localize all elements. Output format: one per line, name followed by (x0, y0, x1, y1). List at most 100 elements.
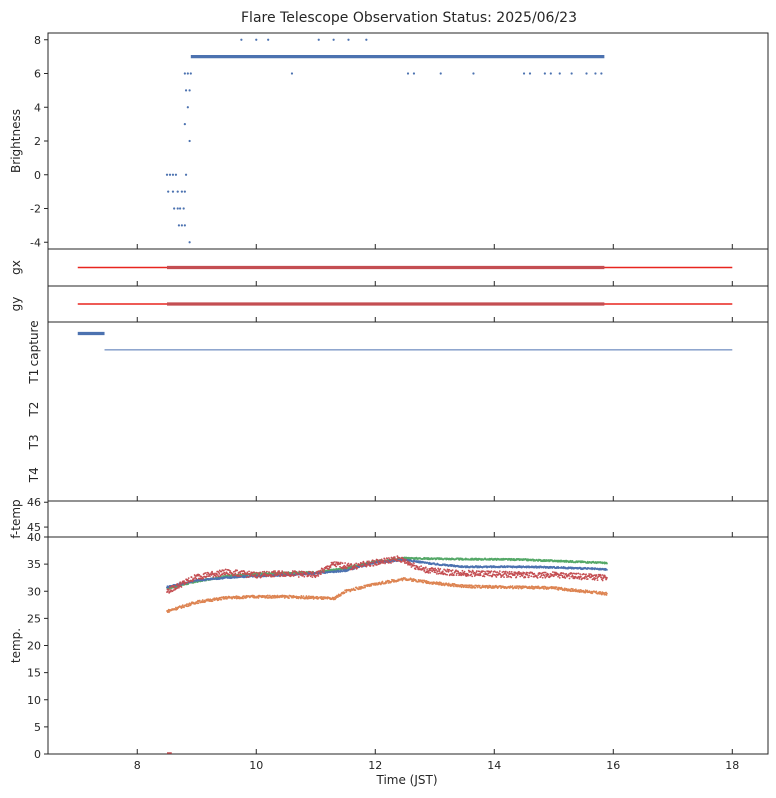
point-temp-red (558, 576, 561, 579)
point-brightness-scatter (365, 38, 368, 41)
point-temp-red (253, 571, 256, 574)
point-temp-red (455, 574, 458, 577)
point-temp-red (190, 576, 193, 579)
point-temp-red (258, 574, 261, 577)
point-temp-red (261, 571, 264, 573)
point-temp-red (216, 574, 219, 576)
point-temp-red (561, 574, 564, 577)
point-temp-red (278, 570, 281, 573)
point-temp-red (414, 568, 417, 571)
point-temp-red (603, 574, 606, 577)
point-temp-red (270, 574, 273, 577)
point-brightness-scatter (176, 190, 179, 193)
point-temp-orange (422, 581, 425, 584)
point-brightness-scatter (439, 72, 442, 75)
point-temp-red (316, 572, 319, 574)
point-temp-red (231, 572, 234, 575)
point-temp-red (526, 574, 529, 576)
point-temp-orange (474, 586, 477, 589)
point-temp-red (494, 574, 497, 577)
point-temp-orange (574, 588, 577, 591)
point-temp-orange (517, 587, 520, 590)
point-brightness-scatter (174, 173, 178, 176)
point-temp-red (462, 574, 465, 576)
category-label-T2: T2 (27, 402, 41, 418)
point-temp-red (585, 573, 587, 576)
point-temp-red (564, 577, 567, 579)
point-temp-orange (339, 594, 342, 597)
point-temp-red (319, 569, 322, 572)
point-temp-red (487, 572, 490, 575)
point-temp-red (474, 572, 477, 575)
point-temp-orange (197, 602, 200, 605)
point-temp-red (445, 570, 448, 573)
point-temp-red (434, 571, 437, 574)
point-temp-red (479, 574, 482, 577)
point-temp-orange (404, 577, 406, 579)
point-temp-red (523, 571, 526, 574)
point-temp-red (383, 558, 386, 560)
point-temp-red (437, 567, 440, 570)
point-brightness-scatter (412, 72, 416, 75)
point-brightness-scatter (171, 173, 175, 176)
point-temp-red (448, 568, 451, 571)
point-temp-red (303, 575, 306, 578)
point-temp-red (470, 573, 473, 576)
y-axis-label-brightness: Brightness (9, 109, 23, 173)
point-temp-red (264, 572, 267, 575)
point-temp-red (486, 574, 489, 576)
point-temp-red (315, 574, 318, 577)
point-temp-red (255, 571, 258, 574)
point-temp-red (195, 577, 198, 580)
point-brightness-scatter (186, 72, 189, 75)
point-temp-red (434, 567, 437, 570)
point-temp-red (167, 589, 170, 591)
point-temp-red (409, 562, 412, 564)
point-temp-red (212, 575, 215, 578)
point-temp-red (472, 570, 474, 573)
point-temp-red (443, 568, 446, 571)
point-temp-red (579, 573, 582, 575)
y-tick-label: 8 (34, 34, 41, 47)
point-temp-red (470, 571, 473, 574)
point-temp-orange (521, 587, 524, 590)
point-temp-red (438, 570, 441, 572)
point-temp-orange (316, 595, 319, 598)
point-temp-red (557, 575, 559, 578)
series-temp-blue (166, 558, 608, 589)
point-temp-orange (586, 589, 589, 592)
point-temp-orange (467, 586, 470, 589)
point-temp-red (280, 574, 282, 577)
point-temp-red (451, 569, 454, 572)
point-temp-red (246, 576, 248, 578)
point-temp-orange (560, 586, 563, 589)
point-temp-red (204, 572, 207, 574)
point-temp-red (600, 576, 603, 579)
point-temp-red (583, 577, 586, 580)
point-temp-red (281, 572, 284, 575)
point-temp-red (228, 573, 231, 576)
point-temp-red (166, 590, 169, 593)
point-temp-orange (343, 591, 346, 594)
point-temp-red (223, 569, 225, 572)
y-axis-label-temp: temp. (9, 628, 23, 663)
point-brightness-scatter (176, 207, 179, 210)
point-temp-red (236, 569, 239, 572)
point-temp-red (314, 576, 317, 579)
point-temp-red (509, 572, 512, 575)
point-temp-red (370, 561, 373, 564)
panel-temp: 8 10 12 14 16 18 0 5 10 15 20 25 30 35 40 temp. (9, 531, 769, 772)
point-temp-orange (471, 586, 474, 589)
point-brightness-scatter (167, 190, 170, 193)
point-temp-red (300, 570, 303, 573)
point-temp-red (249, 575, 252, 577)
point-temp-red (176, 583, 179, 585)
point-temp-red (278, 571, 281, 574)
point-temp-red (274, 571, 277, 574)
point-temp-red (510, 571, 513, 573)
point-temp-red (215, 572, 218, 575)
point-temp-red (341, 562, 344, 565)
point-temp-orange (390, 580, 393, 583)
point-temp-red (297, 573, 300, 576)
point-temp-orange (569, 590, 572, 593)
